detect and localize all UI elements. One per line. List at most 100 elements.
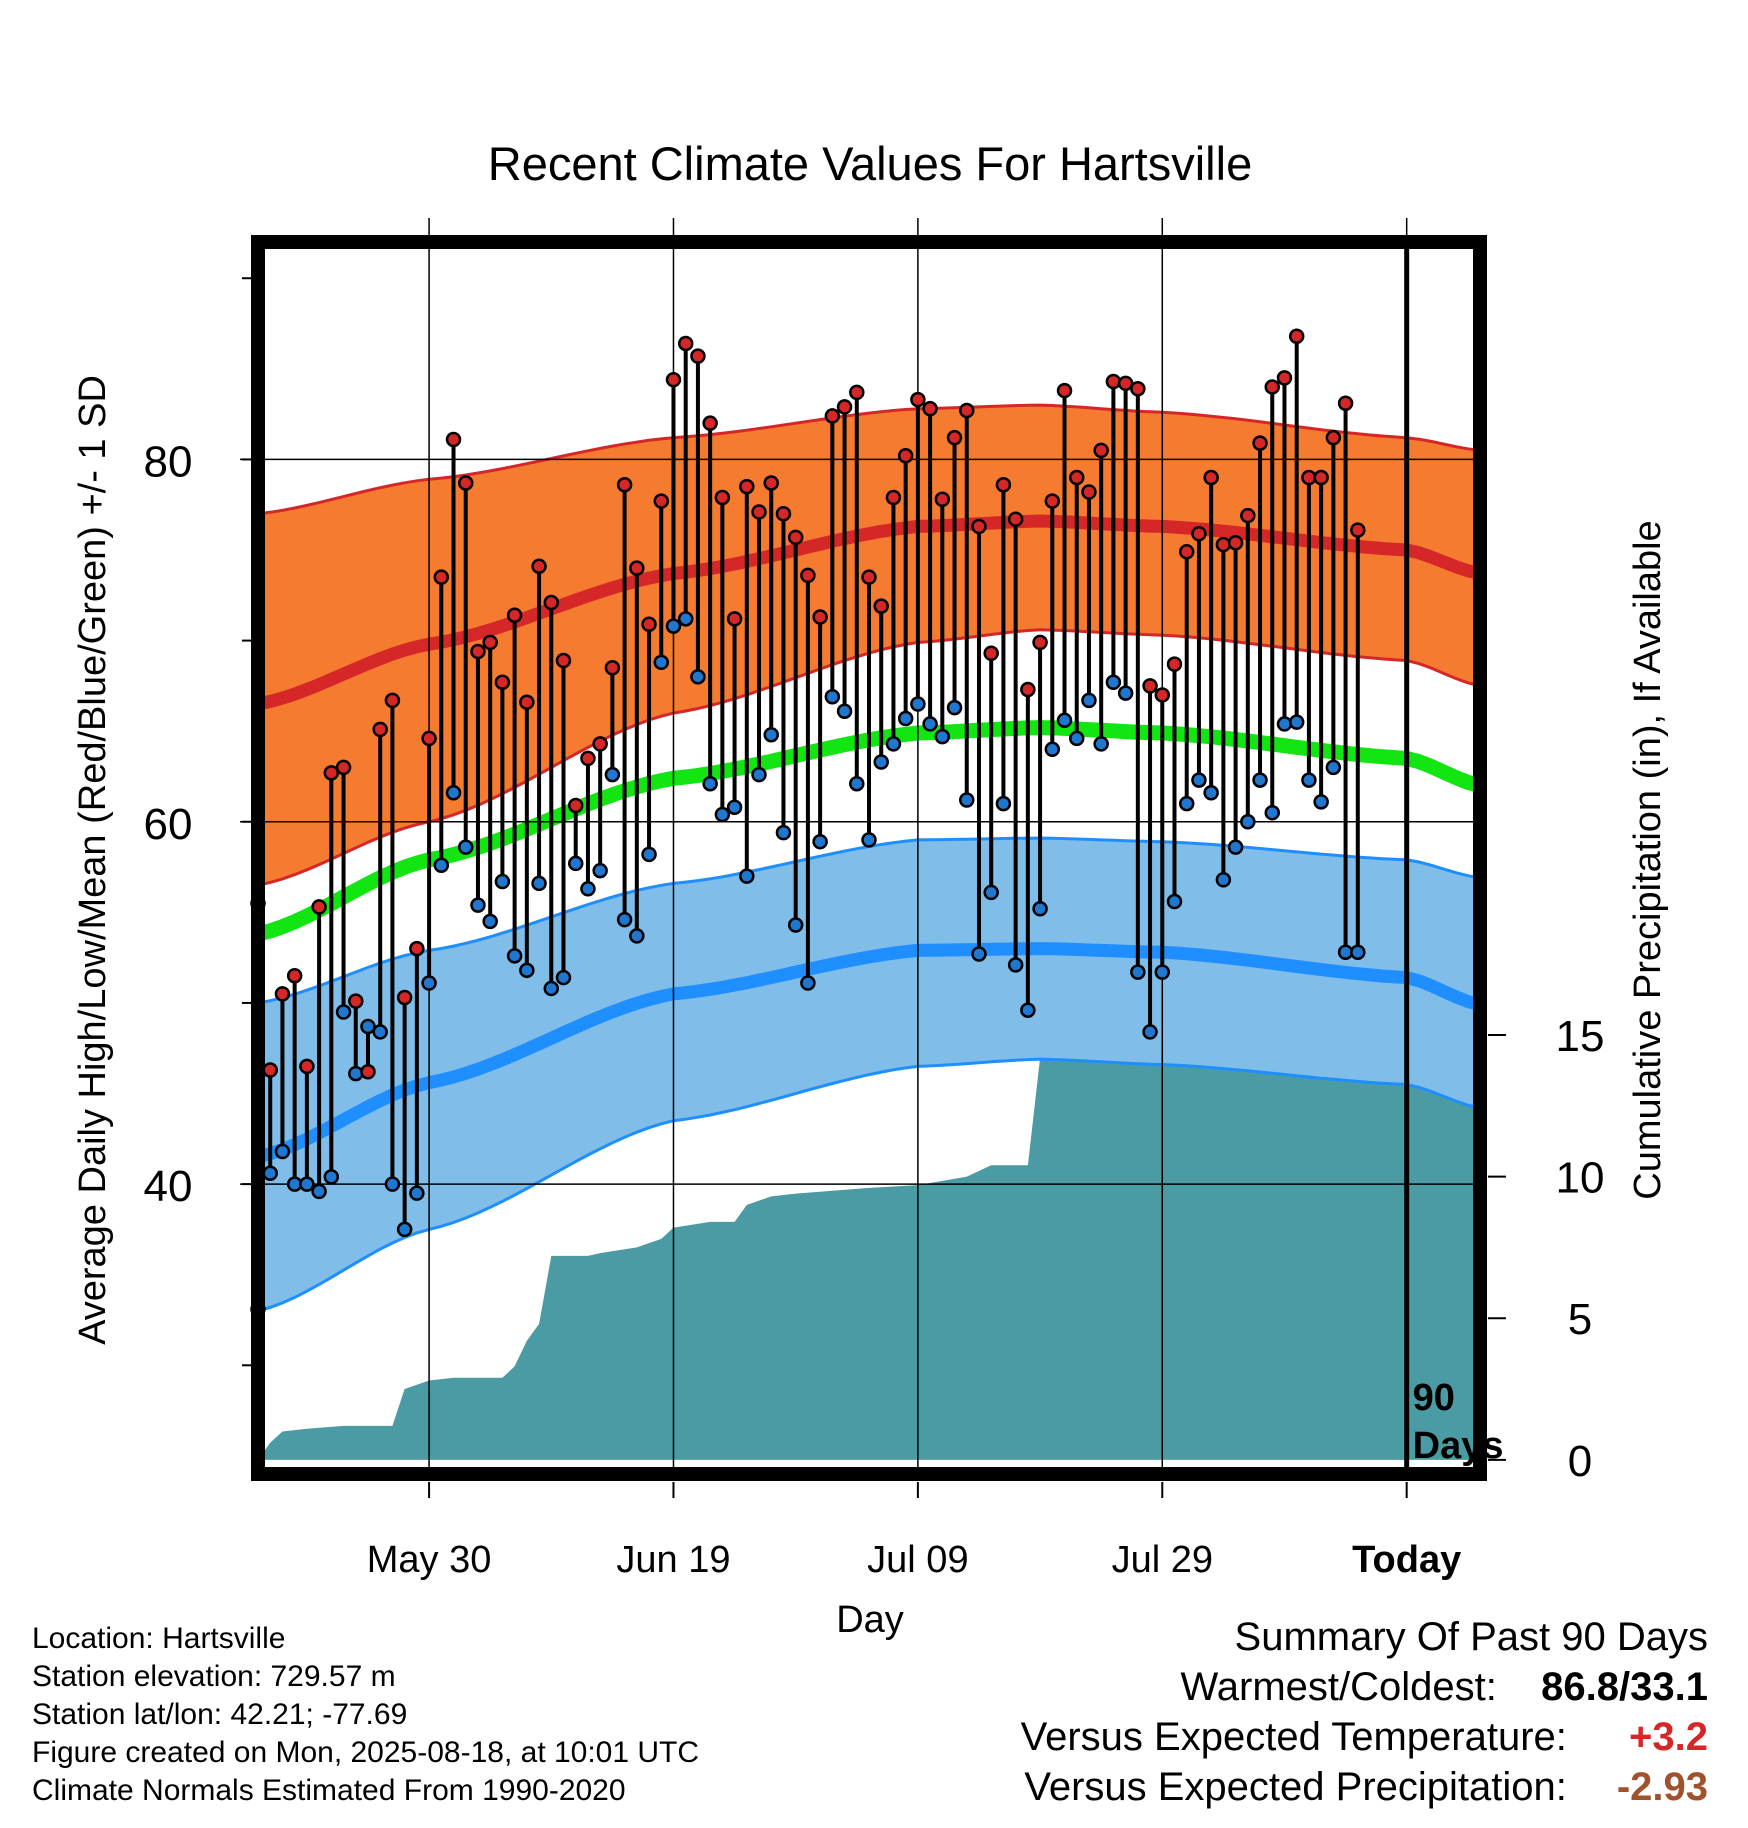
daily-high-point <box>726 611 743 627</box>
daily-high-point <box>360 1064 376 1080</box>
daily-low-point <box>372 1024 388 1040</box>
daily-low-point <box>677 611 694 627</box>
daily-low-point <box>1191 772 1207 788</box>
daily-high-point <box>384 692 401 709</box>
daily-low-point <box>555 969 572 986</box>
low-lower-line <box>257 1057 1481 1313</box>
daily-high-point <box>1276 370 1293 386</box>
daily-low-point <box>592 862 608 879</box>
daily-high-point <box>775 506 792 522</box>
daily-low-point <box>1215 871 1232 888</box>
daily-high-point <box>567 797 584 814</box>
daily-low-point <box>335 1004 352 1020</box>
daily-high-point <box>824 408 841 424</box>
daily-high-point <box>1093 442 1109 459</box>
daily-low-point <box>641 846 657 863</box>
normal-high-line <box>256 514 1482 711</box>
daily-high-point <box>470 643 486 660</box>
daily-low-point <box>1227 839 1244 855</box>
daily-low-point <box>812 833 828 850</box>
daily-high-point <box>1264 379 1281 395</box>
daily-low-point <box>311 1183 327 1200</box>
daily-high-point <box>861 569 877 585</box>
daily-low-point <box>910 696 926 712</box>
daily-high-point <box>1166 656 1183 672</box>
daily-low-point <box>1032 900 1048 917</box>
daily-high-point <box>543 594 560 611</box>
daily-high-point <box>739 478 755 495</box>
daily-high-point <box>1007 511 1024 527</box>
daily-low-point <box>995 795 1012 812</box>
daily-low-point <box>849 775 865 792</box>
daily-low-point <box>934 728 951 745</box>
daily-low-point <box>360 1018 376 1035</box>
daily-low-point <box>1288 714 1305 730</box>
daily-low-point <box>690 669 706 685</box>
normal-low-line <box>256 942 1482 1164</box>
daily-low-point <box>739 868 755 884</box>
daily-low-point <box>1142 1024 1158 1040</box>
daily-high-point <box>372 721 388 738</box>
daily-low-point <box>702 775 718 792</box>
high-upper-line <box>257 403 1481 516</box>
warmest-label: Warmest/Coldest: <box>1180 1665 1497 1709</box>
daily-low-point <box>421 975 437 991</box>
daily-high-point <box>604 660 621 676</box>
daily-high-point <box>1130 381 1146 397</box>
daily-high-point <box>1350 522 1366 538</box>
daily-high-point <box>580 750 596 767</box>
daily-high-point <box>787 529 804 546</box>
daily-low-point <box>1325 759 1342 776</box>
daily-high-point <box>885 489 902 506</box>
daily-high-point <box>1044 493 1061 509</box>
daily-high-point <box>946 429 963 446</box>
location-text: Location: Hartsville <box>32 1622 286 1655</box>
daily-high-point <box>714 489 731 506</box>
daily-low-point <box>873 754 889 770</box>
latlon-text: Station lat/lon: 42.21; -77.69 <box>32 1698 408 1731</box>
daily-high-point <box>849 384 865 401</box>
chart-title: Recent Climate Values For Hartsville <box>488 137 1252 190</box>
daily-low-point <box>983 884 999 901</box>
daily-high-point <box>409 940 425 957</box>
daily-high-point <box>677 335 694 352</box>
daily-high-point <box>396 989 413 1006</box>
x-tick-label: Jun 19 <box>616 1539 730 1581</box>
daily-low-point <box>616 911 633 928</box>
daily-high-point <box>812 609 828 625</box>
daily-high-point <box>311 899 327 915</box>
daily-high-point <box>531 558 547 575</box>
daily-low-point <box>409 1185 425 1201</box>
daily-low-point <box>494 873 511 890</box>
daily-low-point <box>348 1065 364 1082</box>
daily-low-point <box>726 799 743 816</box>
daily-high-point <box>751 504 767 520</box>
daily-high-point <box>1288 328 1305 344</box>
daily-high-point <box>702 415 718 431</box>
daily-high-point <box>1325 429 1342 446</box>
daily-high-point <box>1215 536 1232 553</box>
y-tick-label: 40 <box>144 1162 193 1211</box>
daily-high-point <box>873 598 889 614</box>
daily-high-point <box>690 348 706 364</box>
y-tick-label: 60 <box>144 800 193 849</box>
daily-high-point <box>641 616 657 633</box>
daily-low-point <box>1044 741 1061 758</box>
daily-high-point <box>1068 469 1085 486</box>
y2-tick-label: 0 <box>1568 1437 1592 1486</box>
daily-high-point <box>506 607 523 623</box>
daily-low-point <box>775 824 792 841</box>
daily-low-point <box>1166 893 1183 910</box>
created-text: Figure created on Mon, 2025-08-18, at 10… <box>32 1736 700 1769</box>
daily-low-point <box>519 962 535 979</box>
temp-row: Versus Expected Temperature: +3.2 <box>1021 1715 1708 1760</box>
daily-high-point <box>348 993 364 1009</box>
daily-low-point <box>445 785 462 801</box>
daily-high-point <box>323 765 340 781</box>
daily-high-point <box>299 1058 315 1075</box>
daily-low-point <box>763 727 779 743</box>
daily-low-point <box>580 881 596 897</box>
daily-high-point <box>421 730 437 747</box>
daily-low-point <box>1068 730 1085 747</box>
daily-high-point <box>1337 395 1354 411</box>
